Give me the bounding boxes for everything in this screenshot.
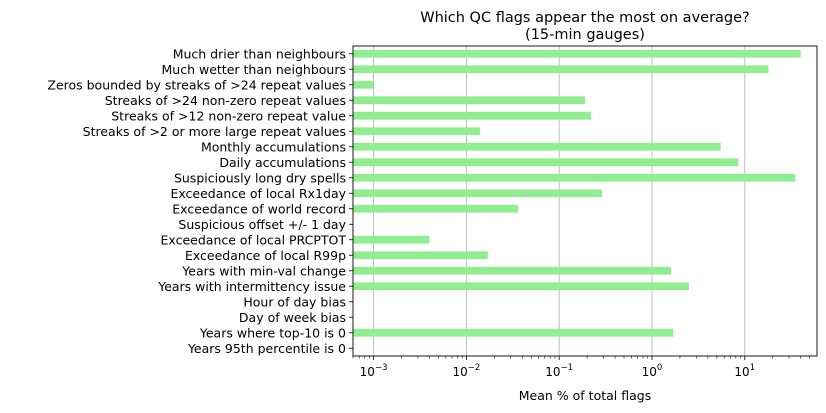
- bar: [353, 235, 430, 244]
- chart-title-line-2: (15-min gauges): [525, 27, 645, 43]
- x-tick-label: 10−1: [545, 363, 573, 379]
- y-tick-label: Hour of day bias: [243, 294, 346, 309]
- y-tick-label: Streaks of >12 non-zero repeat value: [111, 108, 346, 123]
- bars: [353, 49, 801, 337]
- chart-title-line-1: Which QC flags appear the most on averag…: [420, 10, 750, 26]
- y-tick-label: Years with min-val change: [181, 263, 346, 278]
- x-tick-label: 10−2: [452, 363, 480, 379]
- y-tick-label: Streaks of >2 or more large repeat value…: [83, 124, 346, 139]
- bar: [353, 282, 689, 291]
- y-tick-label: Exceedance of local Rx1day: [170, 186, 346, 201]
- y-tick-label: Zeros bounded by streaks of >24 repeat v…: [47, 77, 346, 92]
- bar: [353, 142, 721, 151]
- y-tick-label: Years where top-10 is 0: [199, 325, 346, 340]
- bar: [353, 111, 591, 120]
- y-tick-label: Much drier than neighbours: [173, 46, 346, 61]
- bar: [353, 96, 586, 105]
- x-tick-labels: 10−3 10−2 10−1 100 101: [352, 356, 810, 379]
- x-tick-label: 10−3: [360, 363, 388, 379]
- y-tick-label: Streaks of >24 non-zero repeat values: [105, 93, 346, 108]
- plot-area-frame: [352, 45, 818, 357]
- y-tick-label: Years 95th percentile is 0: [187, 341, 346, 356]
- y-tick-label: Years with intermittency issue: [157, 279, 346, 294]
- x-gridlines: [373, 46, 746, 356]
- bar: [353, 266, 671, 275]
- x-axis-label: Mean % of total flags: [519, 388, 651, 403]
- y-tick-label: Suspicious offset +/- 1 day: [178, 217, 346, 232]
- y-tick-label: Monthly accumulations: [201, 139, 346, 154]
- y-tick-label: Exceedance of local PRCPTOT: [161, 232, 347, 247]
- bar: [353, 49, 801, 58]
- bar: [353, 189, 603, 198]
- bar: [353, 328, 674, 337]
- bar: [353, 65, 769, 74]
- y-tick-label: Exceedance of local R99p: [185, 248, 346, 263]
- x-tick-label: 101: [734, 363, 755, 379]
- bar: [353, 127, 480, 136]
- y-tick-label: Exceedance of world record: [172, 201, 346, 216]
- bar: [353, 80, 374, 89]
- bar: [353, 204, 519, 213]
- y-tick-label: Day of week bias: [239, 310, 346, 325]
- bar: [353, 251, 488, 260]
- bar: [353, 173, 796, 182]
- y-tick-label: Daily accumulations: [219, 155, 346, 170]
- y-tick-label: Suspiciously long dry spells: [174, 170, 346, 185]
- x-tick-label: 100: [642, 363, 663, 379]
- bar: [353, 158, 739, 167]
- y-tick-label: Much wetter than neighbours: [162, 62, 346, 77]
